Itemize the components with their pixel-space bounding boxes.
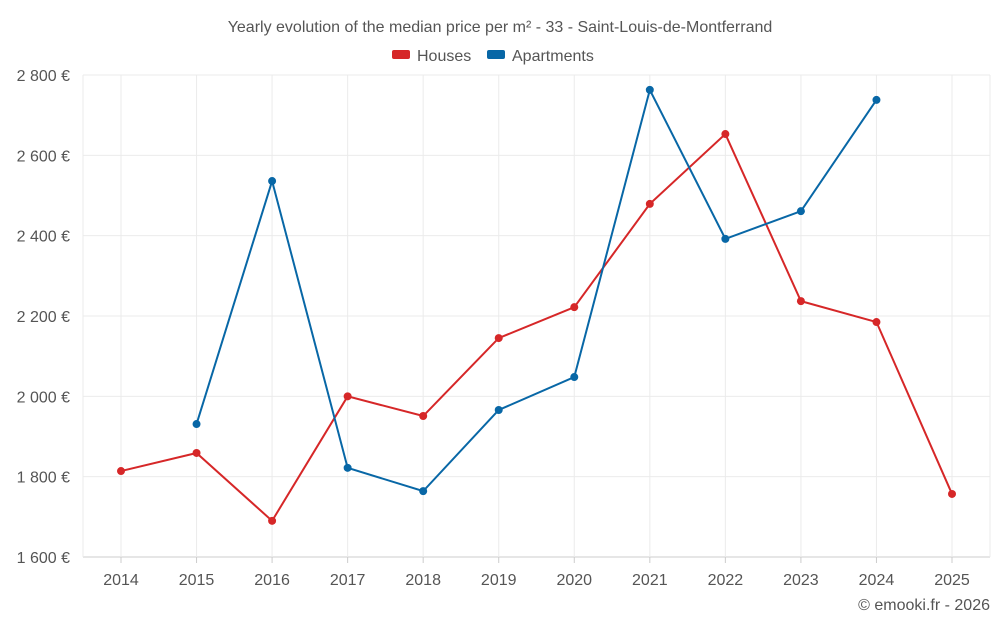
y-tick-label: 2 800 € [17, 68, 70, 85]
y-tick-label: 1 800 € [17, 470, 70, 487]
data-point-apartments [872, 95, 881, 104]
data-point-houses [796, 297, 805, 306]
y-tick-label: 2 200 € [17, 309, 70, 326]
data-point-houses [343, 392, 352, 401]
legend: Houses Apartments [392, 48, 594, 65]
x-tick-label: 2025 [934, 572, 970, 589]
series-line-houses [120, 132, 953, 523]
data-point-houses [192, 448, 201, 457]
legend-swatch-apartments [487, 50, 505, 59]
data-point-houses [948, 489, 956, 498]
data-point-apartments [721, 234, 730, 243]
y-tick-label: 2 400 € [17, 229, 70, 246]
legend-label-apartments: Apartments [512, 48, 594, 65]
legend-swatch-houses [392, 50, 410, 59]
x-tick-label: 2015 [179, 572, 215, 589]
credit: © emooki.fr - 2026 [858, 597, 990, 614]
x-tick-label: 2017 [330, 572, 366, 589]
data-point-apartments [419, 487, 428, 496]
y-tick-label: 2 000 € [17, 389, 70, 406]
x-tick-label: 2023 [783, 572, 819, 589]
legend-label-houses: Houses [417, 48, 471, 65]
data-point-apartments [494, 405, 503, 414]
y-tick-label: 1 600 € [17, 550, 70, 567]
data-point-apartments [192, 420, 201, 429]
x-tick-label: 2021 [632, 572, 668, 589]
x-tick-label: 2020 [556, 572, 592, 589]
data-point-apartments [268, 177, 277, 186]
data-point-houses [268, 516, 277, 525]
data-point-apartments [796, 207, 805, 216]
data-point-houses [419, 412, 428, 421]
chart-title: Yearly evolution of the median price per… [228, 19, 773, 36]
data-point-houses [872, 318, 881, 327]
series-line-apartments [195, 87, 878, 493]
data-point-apartments [645, 85, 654, 94]
x-tick-label: 2022 [708, 572, 744, 589]
y-tick-label: 2 600 € [17, 148, 70, 165]
x-tick-label: 2014 [103, 572, 139, 589]
data-point-houses [570, 303, 579, 312]
data-point-houses [494, 334, 503, 343]
x-tick-label: 2016 [254, 572, 290, 589]
data-point-apartments [343, 463, 352, 472]
data-point-houses [721, 130, 730, 139]
data-point-houses [645, 199, 654, 208]
x-tick-label: 2019 [481, 572, 517, 589]
grid [82, 74, 991, 558]
x-tick-label: 2018 [405, 572, 441, 589]
data-point-apartments [570, 373, 579, 382]
series-group [117, 85, 956, 525]
data-point-houses [117, 467, 125, 476]
axes: 1 600 € 1 800 € 2 000 € 2 200 € 2 400 € 2 600… [17, 68, 970, 589]
x-tick-label: 2024 [859, 572, 895, 589]
